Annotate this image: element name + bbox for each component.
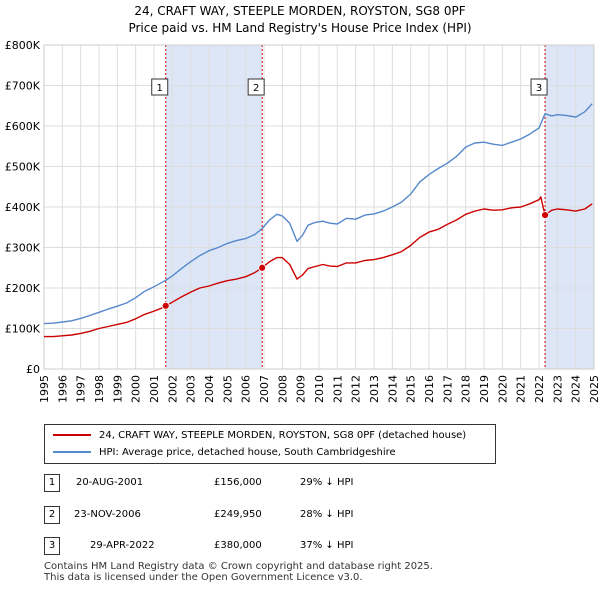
sale-number-badge: 2	[44, 506, 60, 524]
x-tick-label: 2013	[368, 375, 381, 403]
x-tick-label: 2022	[533, 375, 546, 403]
sale-price: £249,950	[214, 509, 262, 520]
x-tick-label: 2011	[331, 375, 344, 403]
y-tick-label: £0	[26, 363, 40, 376]
x-tick-label: 2004	[203, 375, 216, 403]
x-tick-label: 2019	[478, 375, 491, 403]
x-tick-label: 2010	[313, 375, 326, 403]
x-tick-label: 2001	[148, 375, 161, 403]
y-tick-label: £400K	[5, 201, 41, 214]
sale-label: 1	[157, 83, 163, 94]
y-tick-label: £300K	[5, 242, 41, 255]
sale-point	[541, 211, 549, 220]
legend: 24, CRAFT WAY, STEEPLE MORDEN, ROYSTON, …	[44, 424, 496, 464]
y-tick-label: £100K	[5, 323, 41, 336]
footer-copyright: Contains HM Land Registry data © Crown c…	[44, 561, 433, 572]
sale-label: 3	[536, 83, 542, 94]
x-tick-label: 2024	[570, 375, 583, 403]
x-tick-label: 1998	[93, 375, 106, 403]
sale-price: £156,000	[214, 477, 262, 488]
sale-hpi-diff: 28% ↓ HPI	[300, 509, 354, 520]
sale-number-badge: 3	[44, 537, 60, 555]
footer-licence: This data is licensed under the Open Gov…	[44, 572, 363, 583]
x-tick-label: 2002	[166, 375, 179, 403]
sale-date: 23-NOV-2006	[74, 509, 141, 520]
x-tick-label: 2021	[515, 375, 528, 403]
sale-hpi-diff: 29% ↓ HPI	[300, 477, 354, 488]
x-tick-label: 1996	[56, 375, 69, 403]
y-tick-label: £500K	[5, 161, 41, 174]
sale-date: 29-APR-2022	[90, 540, 155, 551]
sale-label-box	[530, 78, 548, 96]
series-line-hpi	[43, 103, 593, 325]
x-tick-label: 1995	[38, 375, 51, 403]
x-tick-label: 2023	[551, 375, 564, 403]
x-tick-label: 2012	[350, 375, 363, 403]
x-tick-label: 2015	[405, 375, 418, 403]
legend-swatch-hpi	[53, 451, 91, 453]
price-chart: 1 2 3 £0 £100K £200K £300K £400K £500K £600K £700K…	[5, 39, 600, 403]
sale-point	[258, 263, 267, 272]
sale-point	[161, 301, 170, 310]
x-tick-label: 2006	[240, 375, 253, 403]
sale-label: 2	[253, 83, 259, 94]
x-tick-label: 2014	[386, 375, 399, 403]
x-tick-label: 2016	[423, 375, 436, 403]
y-tick-label: £200K	[5, 282, 41, 295]
footer: Contains HM Land Registry data © Crown c…	[44, 561, 433, 583]
x-tick-label: 2007	[258, 375, 271, 403]
legend-swatch-property	[53, 434, 91, 436]
plot-border	[43, 44, 595, 370]
sale-date: 20-AUG-2001	[76, 477, 144, 488]
series-line-property	[44, 196, 593, 338]
x-tick-label: 2000	[130, 375, 143, 403]
sale-label-box	[151, 78, 169, 96]
legend-label-hpi: HPI: Average price, detached house, Sout…	[99, 447, 396, 458]
sale-label-box	[247, 78, 265, 96]
legend-label-property: 24, CRAFT WAY, STEEPLE MORDEN, ROYSTON, …	[99, 430, 467, 441]
x-tick-label: 2025	[588, 375, 600, 403]
y-tick-label: £800K	[5, 39, 41, 52]
x-tick-label: 2003	[185, 375, 198, 403]
x-tick-label: 2017	[441, 375, 454, 403]
x-tick-label: 2020	[496, 375, 509, 403]
x-tick-label: 2018	[460, 375, 473, 403]
x-tick-label: 2008	[276, 375, 289, 403]
x-tick-label: 1999	[111, 375, 124, 403]
y-tick-label: £700K	[5, 80, 41, 93]
y-tick-label: £600K	[5, 120, 41, 133]
chart-title: 24, CRAFT WAY, STEEPLE MORDEN, ROYSTON, …	[134, 4, 466, 18]
sale-price: £380,000	[214, 540, 262, 551]
sale-hpi-diff: 37% ↓ HPI	[300, 540, 354, 551]
x-tick-label: 2009	[295, 375, 308, 403]
x-tick-label: 2005	[221, 375, 234, 403]
legend-item-property: 24, CRAFT WAY, STEEPLE MORDEN, ROYSTON, …	[53, 428, 466, 444]
sale-number-badge: 1	[44, 474, 60, 492]
chart-subtitle: Price paid vs. HM Land Registry's House …	[128, 21, 472, 35]
legend-item-hpi: HPI: Average price, detached house, Sout…	[53, 445, 396, 461]
x-tick-label: 1997	[75, 375, 88, 403]
